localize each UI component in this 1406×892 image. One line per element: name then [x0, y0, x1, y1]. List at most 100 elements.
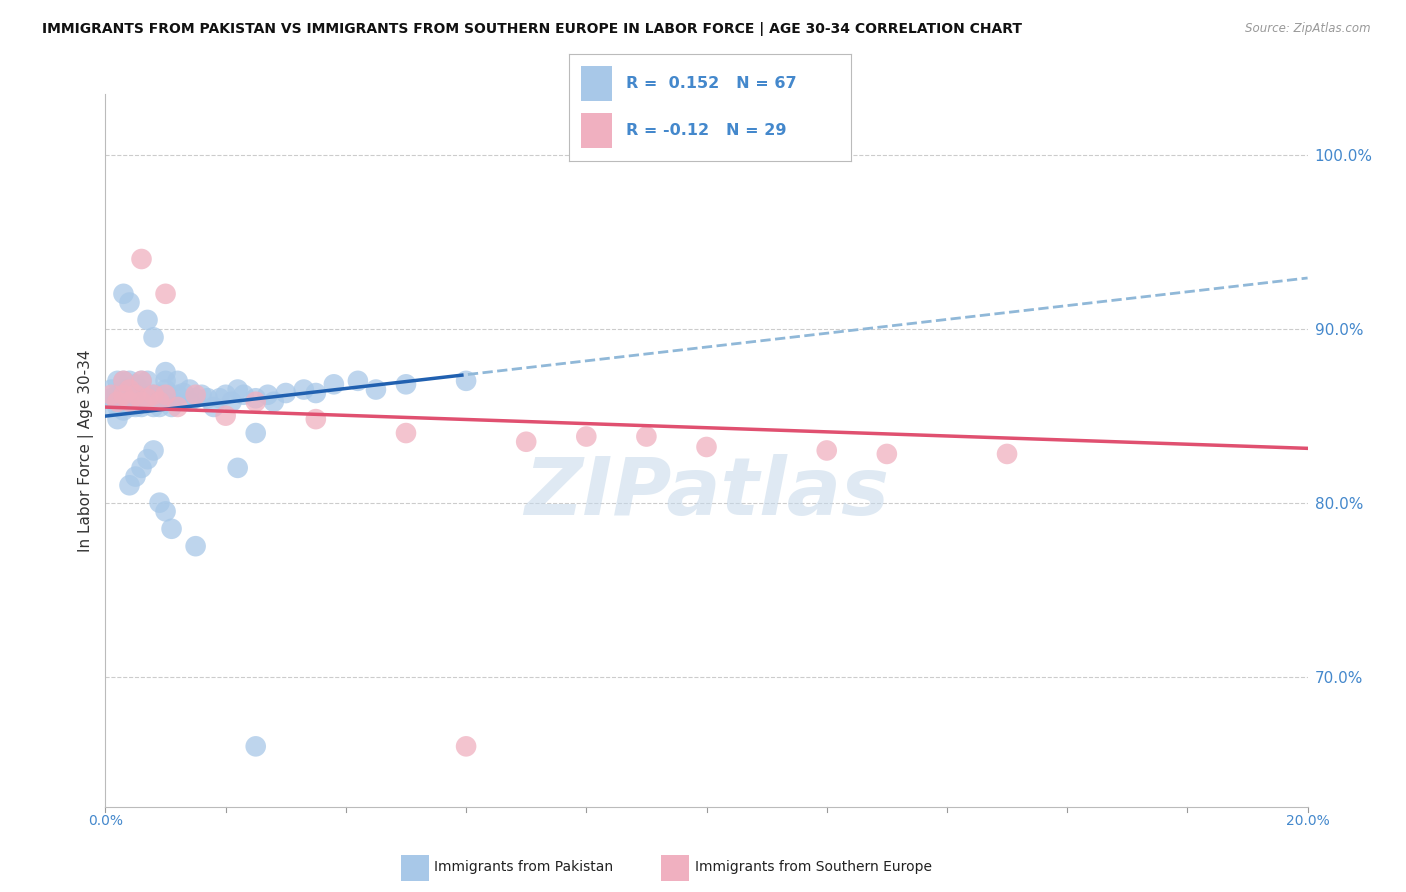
Point	[155, 365, 177, 379]
Point	[112, 374, 135, 388]
Point	[166, 400, 188, 414]
Point	[131, 383, 153, 397]
Point	[107, 388, 129, 402]
Point	[155, 383, 177, 397]
Point	[696, 440, 718, 454]
Point	[107, 400, 129, 414]
Point	[245, 739, 267, 754]
Point	[131, 374, 153, 388]
Point	[131, 252, 153, 266]
Point	[274, 386, 297, 401]
Point	[142, 388, 165, 402]
Point	[454, 374, 477, 388]
FancyBboxPatch shape	[581, 113, 612, 148]
Point	[131, 394, 153, 409]
Text: Source: ZipAtlas.com: Source: ZipAtlas.com	[1246, 22, 1371, 36]
Point	[112, 388, 135, 402]
Point	[124, 469, 146, 483]
Text: Immigrants from Southern Europe: Immigrants from Southern Europe	[695, 860, 932, 874]
Point	[100, 388, 122, 402]
Point	[395, 377, 418, 392]
Point	[118, 388, 141, 402]
Text: R = -0.12   N = 29: R = -0.12 N = 29	[626, 123, 786, 138]
Point	[995, 447, 1018, 461]
Point	[575, 429, 598, 443]
Point	[112, 286, 135, 301]
Point	[131, 374, 153, 388]
Point	[263, 394, 285, 409]
Point	[166, 388, 188, 402]
Point	[184, 388, 207, 402]
Point	[124, 388, 146, 402]
Point	[395, 425, 418, 440]
Point	[636, 429, 658, 443]
Point	[148, 400, 170, 414]
Point	[173, 386, 195, 401]
Point	[155, 374, 177, 388]
Point	[155, 394, 177, 409]
Point	[142, 443, 165, 458]
Point	[124, 388, 146, 402]
Point	[876, 447, 898, 461]
Point	[107, 412, 129, 426]
Point	[118, 374, 141, 388]
Point	[118, 400, 141, 414]
Point	[100, 400, 122, 414]
Point	[305, 412, 328, 426]
Text: Immigrants from Pakistan: Immigrants from Pakistan	[434, 860, 613, 874]
Point	[148, 394, 170, 409]
Point	[322, 377, 344, 392]
Point	[256, 388, 278, 402]
Point	[118, 478, 141, 492]
Point	[305, 386, 328, 401]
Point	[136, 452, 159, 467]
Point	[197, 391, 219, 405]
Point	[107, 374, 129, 388]
Point	[148, 496, 170, 510]
Point	[136, 313, 159, 327]
Point	[107, 394, 129, 409]
Point	[179, 383, 201, 397]
Point	[131, 400, 153, 414]
Point	[142, 330, 165, 344]
Point	[226, 383, 249, 397]
Point	[245, 425, 267, 440]
Point	[160, 391, 183, 405]
Point	[292, 383, 315, 397]
Point	[179, 394, 201, 409]
Text: IMMIGRANTS FROM PAKISTAN VS IMMIGRANTS FROM SOUTHERN EUROPE IN LABOR FORCE | AGE: IMMIGRANTS FROM PAKISTAN VS IMMIGRANTS F…	[42, 22, 1022, 37]
Text: R =  0.152   N = 67: R = 0.152 N = 67	[626, 76, 796, 91]
Y-axis label: In Labor Force | Age 30-34: In Labor Force | Age 30-34	[79, 349, 94, 552]
Point	[142, 388, 165, 402]
Point	[166, 374, 188, 388]
Point	[124, 394, 146, 409]
Point	[112, 374, 135, 388]
Point	[112, 383, 135, 397]
Point	[131, 461, 153, 475]
Point	[226, 461, 249, 475]
Point	[107, 394, 129, 409]
Point	[142, 394, 165, 409]
Point	[245, 391, 267, 405]
Point	[160, 400, 183, 414]
Point	[454, 739, 477, 754]
Point	[112, 403, 135, 417]
Point	[155, 504, 177, 518]
Point	[100, 383, 122, 397]
Point	[148, 388, 170, 402]
Point	[214, 388, 236, 402]
Point	[112, 396, 135, 410]
Point	[118, 295, 141, 310]
Point	[160, 522, 183, 536]
Point	[112, 394, 135, 409]
Point	[221, 394, 243, 409]
Point	[202, 400, 225, 414]
Point	[136, 394, 159, 409]
Point	[364, 383, 387, 397]
Point	[347, 374, 370, 388]
Point	[112, 386, 135, 401]
Point	[118, 394, 141, 409]
Point	[184, 391, 207, 405]
Point	[118, 383, 141, 397]
Point	[184, 539, 207, 553]
